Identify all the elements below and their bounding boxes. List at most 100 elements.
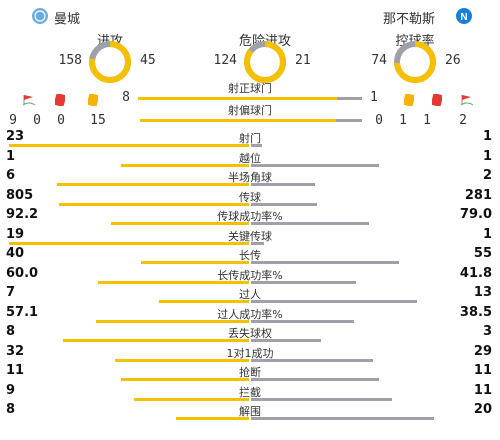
ring-chart [88, 40, 132, 84]
stat-away-value: 29 [473, 343, 492, 359]
stat-away-value: 3 [482, 324, 492, 339]
stat-label: 1对1成功 [226, 346, 274, 360]
shots-on-away-bar [337, 97, 362, 100]
shots-off-away-bar [335, 119, 362, 122]
shots-off-away-stat: 2 [459, 113, 467, 128]
home-team-badge-icon [32, 8, 48, 24]
stat-away-bar [251, 183, 315, 186]
ring-home-arc [89, 41, 131, 83]
stat-label: 传球成功率% [217, 210, 283, 223]
stat-home-bar [59, 202, 249, 206]
stat-home-value: 32 [6, 343, 25, 359]
ring-away-value: 45 [140, 53, 156, 68]
stat-home-bar [121, 378, 249, 381]
stat-away-bar [251, 241, 264, 245]
stat-away-bar [251, 378, 379, 381]
stat-label: 半场角球 [228, 171, 272, 184]
corner-flag-icon [22, 91, 36, 110]
stat-away-value: 20 [473, 402, 492, 417]
shots-off-home-stat: 15 [90, 113, 106, 128]
shots-off-away-stat: 1 [423, 113, 431, 128]
shots-off-home-stat: 9 [9, 113, 17, 128]
ring-away-value: 21 [295, 53, 311, 68]
red-card-icon [53, 91, 67, 110]
stat-label: 长传成功率% [217, 268, 283, 282]
ring-home-value: 74 [371, 53, 387, 68]
stat-home-value: 7 [6, 285, 16, 300]
shots-off-away-stat: 1 [399, 113, 407, 128]
stat-away-value: 11 [473, 382, 492, 398]
stat-home-value: 1 [6, 148, 16, 164]
stat-home-bar [98, 280, 249, 284]
stat-home-value: 8 [6, 402, 16, 417]
stat-home-bar [96, 319, 249, 323]
stat-home-value: 6 [6, 168, 16, 183]
stat-home-value: 19 [6, 226, 25, 242]
shots-off-label: 射偏球门 [228, 104, 272, 117]
ring-away-value: 26 [445, 53, 461, 68]
stat-away-value: 79.0 [459, 207, 492, 222]
stat-home-value: 92.2 [6, 207, 39, 222]
stat-home-bar [63, 339, 249, 342]
stat-away-bar [251, 280, 356, 284]
stat-home-bar [57, 183, 249, 186]
stat-away-value: 1 [482, 129, 492, 144]
stat-away-value: 1 [482, 148, 492, 164]
stat-away-bar [251, 202, 317, 206]
stat-away-bar [251, 397, 392, 401]
stat-away-bar [251, 339, 321, 342]
yellow-card-icon [402, 91, 416, 110]
stat-label: 拦截 [239, 385, 261, 399]
shots-on-away-value: 1 [370, 90, 378, 105]
shots-off-home-stat: 0 [57, 113, 65, 128]
stat-away-bar [251, 319, 354, 323]
stat-label: 传球 [239, 190, 261, 204]
ring-chart [243, 40, 287, 84]
stat-away-bar [251, 261, 399, 264]
stat-away-value: 11 [473, 363, 492, 378]
stat-home-bar [115, 358, 249, 362]
shots-on-home-bar [138, 97, 338, 100]
stat-label: 解围 [239, 405, 261, 418]
svg-text:N: N [460, 12, 467, 23]
stat-home-value: 23 [6, 129, 25, 144]
shots-off-home-stat: 0 [33, 113, 41, 128]
stat-home-bar [9, 144, 249, 147]
ring-home-value: 158 [58, 53, 82, 68]
stat-home-value: 57.1 [6, 304, 39, 320]
stat-away-value: 281 [464, 187, 492, 203]
shots-off-away-stat: 0 [375, 113, 383, 128]
stat-home-bar [9, 241, 249, 245]
away-team-name[interactable]: 那不勒斯 [383, 12, 436, 27]
stat-label: 关键传球 [228, 229, 272, 243]
shots-on-label: 射正球门 [228, 82, 272, 95]
shots-on-home-value: 8 [122, 90, 130, 105]
ring-chart [393, 40, 437, 84]
stat-home-bar [141, 261, 249, 264]
ring-home-arc [244, 41, 286, 83]
stat-label: 越位 [239, 151, 261, 165]
stat-home-bar [111, 222, 249, 225]
stat-home-value: 11 [6, 363, 25, 378]
stat-label: 丢失球权 [228, 327, 272, 340]
stat-away-value: 38.5 [459, 304, 492, 320]
ring-home-arc [394, 41, 436, 83]
stat-home-bar [134, 397, 249, 401]
ring-home-value: 124 [213, 53, 237, 68]
shots-off-home-bar [140, 119, 336, 122]
stat-home-value: 60.0 [6, 265, 39, 281]
stat-away-bar [251, 163, 379, 167]
stat-away-bar [251, 358, 373, 362]
home-team-name[interactable]: 曼城 [54, 12, 81, 27]
red-card-icon [430, 91, 444, 110]
stat-label: 抢断 [239, 366, 261, 379]
stat-away-value: 41.8 [459, 265, 492, 281]
stat-away-bar [251, 417, 434, 420]
stat-away-bar [251, 144, 262, 147]
stat-home-bar [121, 163, 249, 167]
stat-label: 过人成功率% [217, 307, 283, 321]
yellow-card-icon [86, 91, 100, 110]
stat-home-value: 8 [6, 324, 16, 339]
stat-home-value: 9 [6, 382, 16, 398]
stat-away-value: 2 [482, 168, 492, 183]
